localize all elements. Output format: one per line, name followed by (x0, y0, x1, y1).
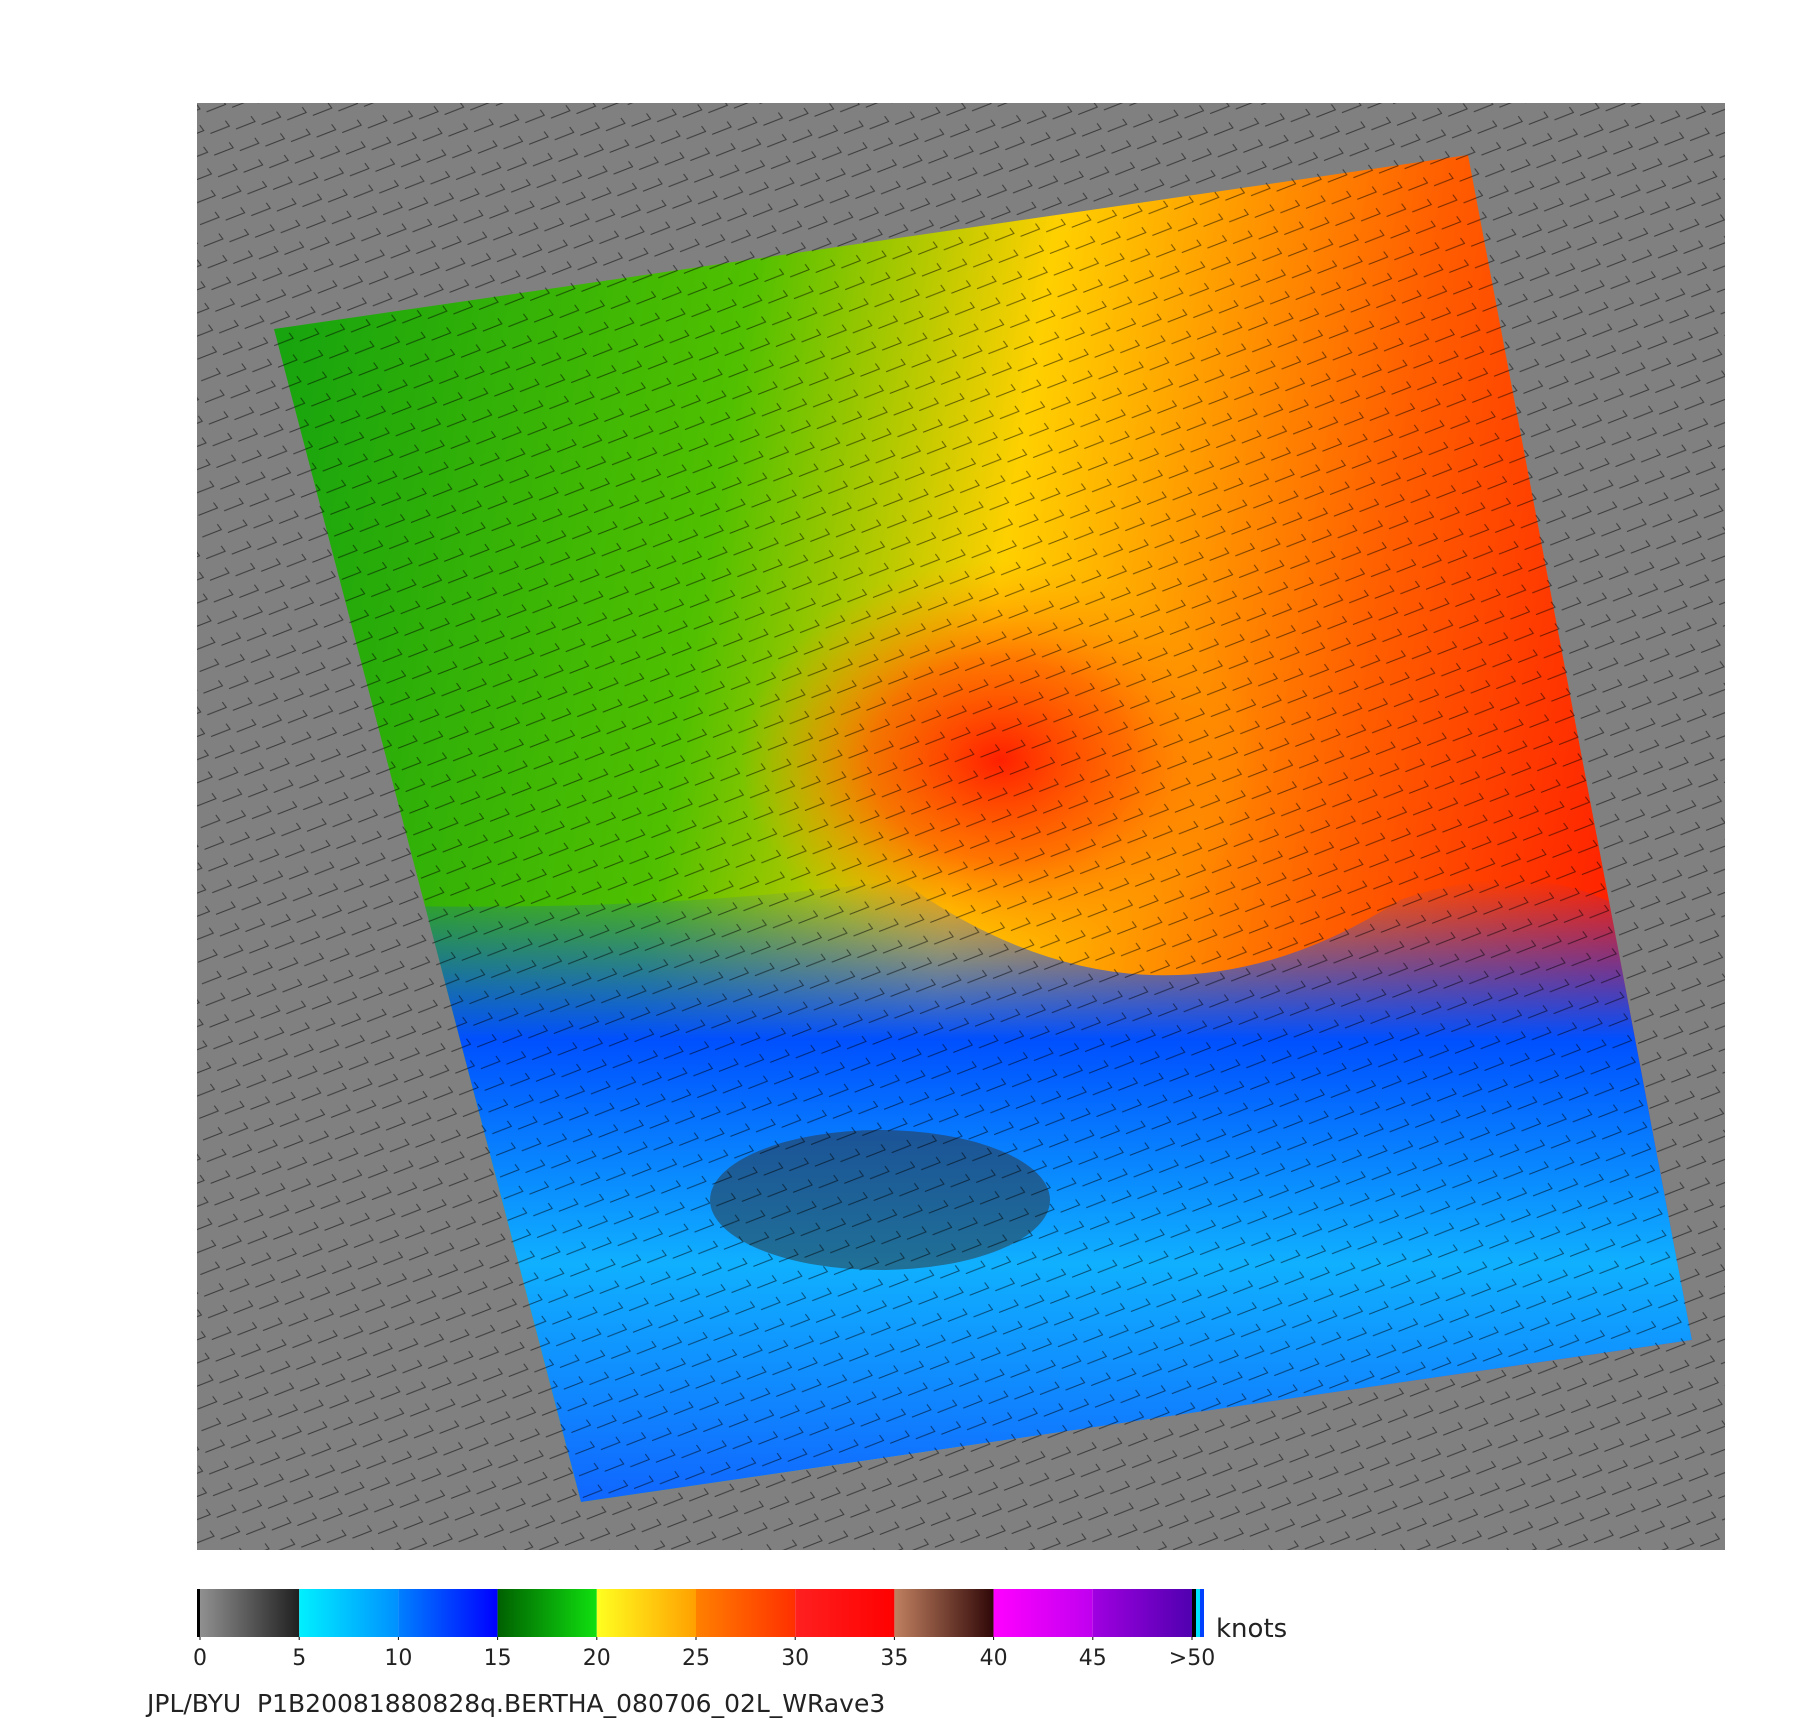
colorbar-segment (993, 1589, 1093, 1637)
tick-label: 0 (193, 1646, 207, 1671)
colorbar-segment (596, 1589, 696, 1637)
colorbar-over (1192, 1589, 1196, 1637)
colorbar-segment (497, 1589, 597, 1637)
colorbar-over (1200, 1589, 1204, 1637)
tick-label: 10 (384, 1646, 412, 1671)
colorbar-segment (696, 1589, 796, 1637)
caption: JPL/BYU P1B20081880828q.BERTHA_080706_02… (145, 1689, 885, 1718)
colorbar-segment (795, 1589, 895, 1637)
tick-label: >50 (1169, 1646, 1215, 1671)
tick-label: 30 (781, 1646, 809, 1671)
unit-label: knots (1216, 1614, 1287, 1644)
tick-label: 15 (484, 1646, 512, 1671)
colorbar-end (197, 1589, 200, 1637)
tick-label: 5 (292, 1646, 306, 1671)
colorbar-segment (200, 1589, 300, 1637)
colorbar-over (1196, 1589, 1200, 1637)
colorbar-segment (1092, 1589, 1192, 1637)
tick-label: 35 (880, 1646, 908, 1671)
colorbar-segment (398, 1589, 498, 1637)
colorbar-segment (894, 1589, 994, 1637)
tick-label: 20 (583, 1646, 611, 1671)
tick-label: 40 (980, 1646, 1008, 1671)
tick-label: 25 (682, 1646, 710, 1671)
tick-label: 45 (1079, 1646, 1107, 1671)
colorbar: 0 5 10 15 20 25 30 35 40 45 >50 (193, 1589, 1215, 1671)
colorbar-segment (299, 1589, 399, 1637)
